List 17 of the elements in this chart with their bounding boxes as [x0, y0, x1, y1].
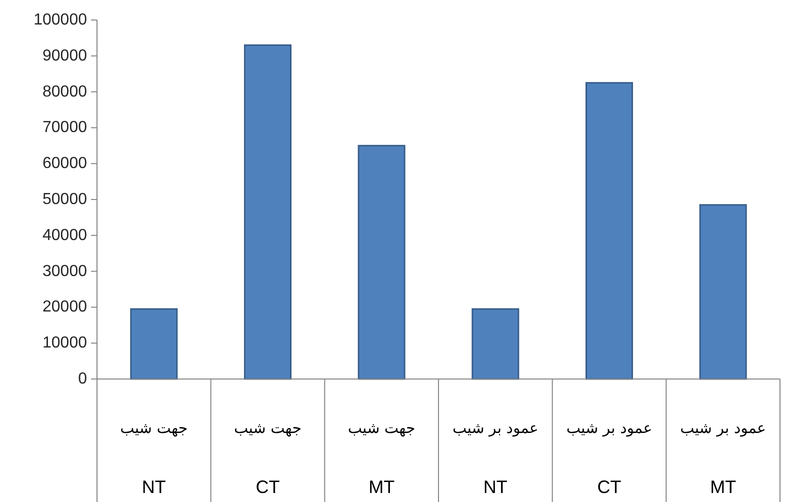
y-tick-label: 10000 [42, 334, 88, 352]
bar [586, 82, 633, 380]
y-tick-label: 60000 [42, 155, 88, 172]
y-tick-label: 90000 [42, 47, 88, 64]
y-tick-label: 0 [78, 370, 88, 388]
bar [699, 204, 747, 380]
y-tick-label: 40000 [42, 226, 88, 244]
bar [358, 144, 406, 380]
y-tick-label: 20000 [42, 298, 88, 316]
y-tick-label: 50000 [42, 191, 88, 208]
bar [130, 308, 178, 380]
bar [244, 44, 292, 380]
y-tick-label: 100000 [34, 12, 88, 28]
bar [472, 308, 520, 380]
y-tick-label: 30000 [42, 262, 88, 280]
y-tick-label: 80000 [42, 83, 88, 100]
y-tick-label: 70000 [42, 119, 88, 136]
